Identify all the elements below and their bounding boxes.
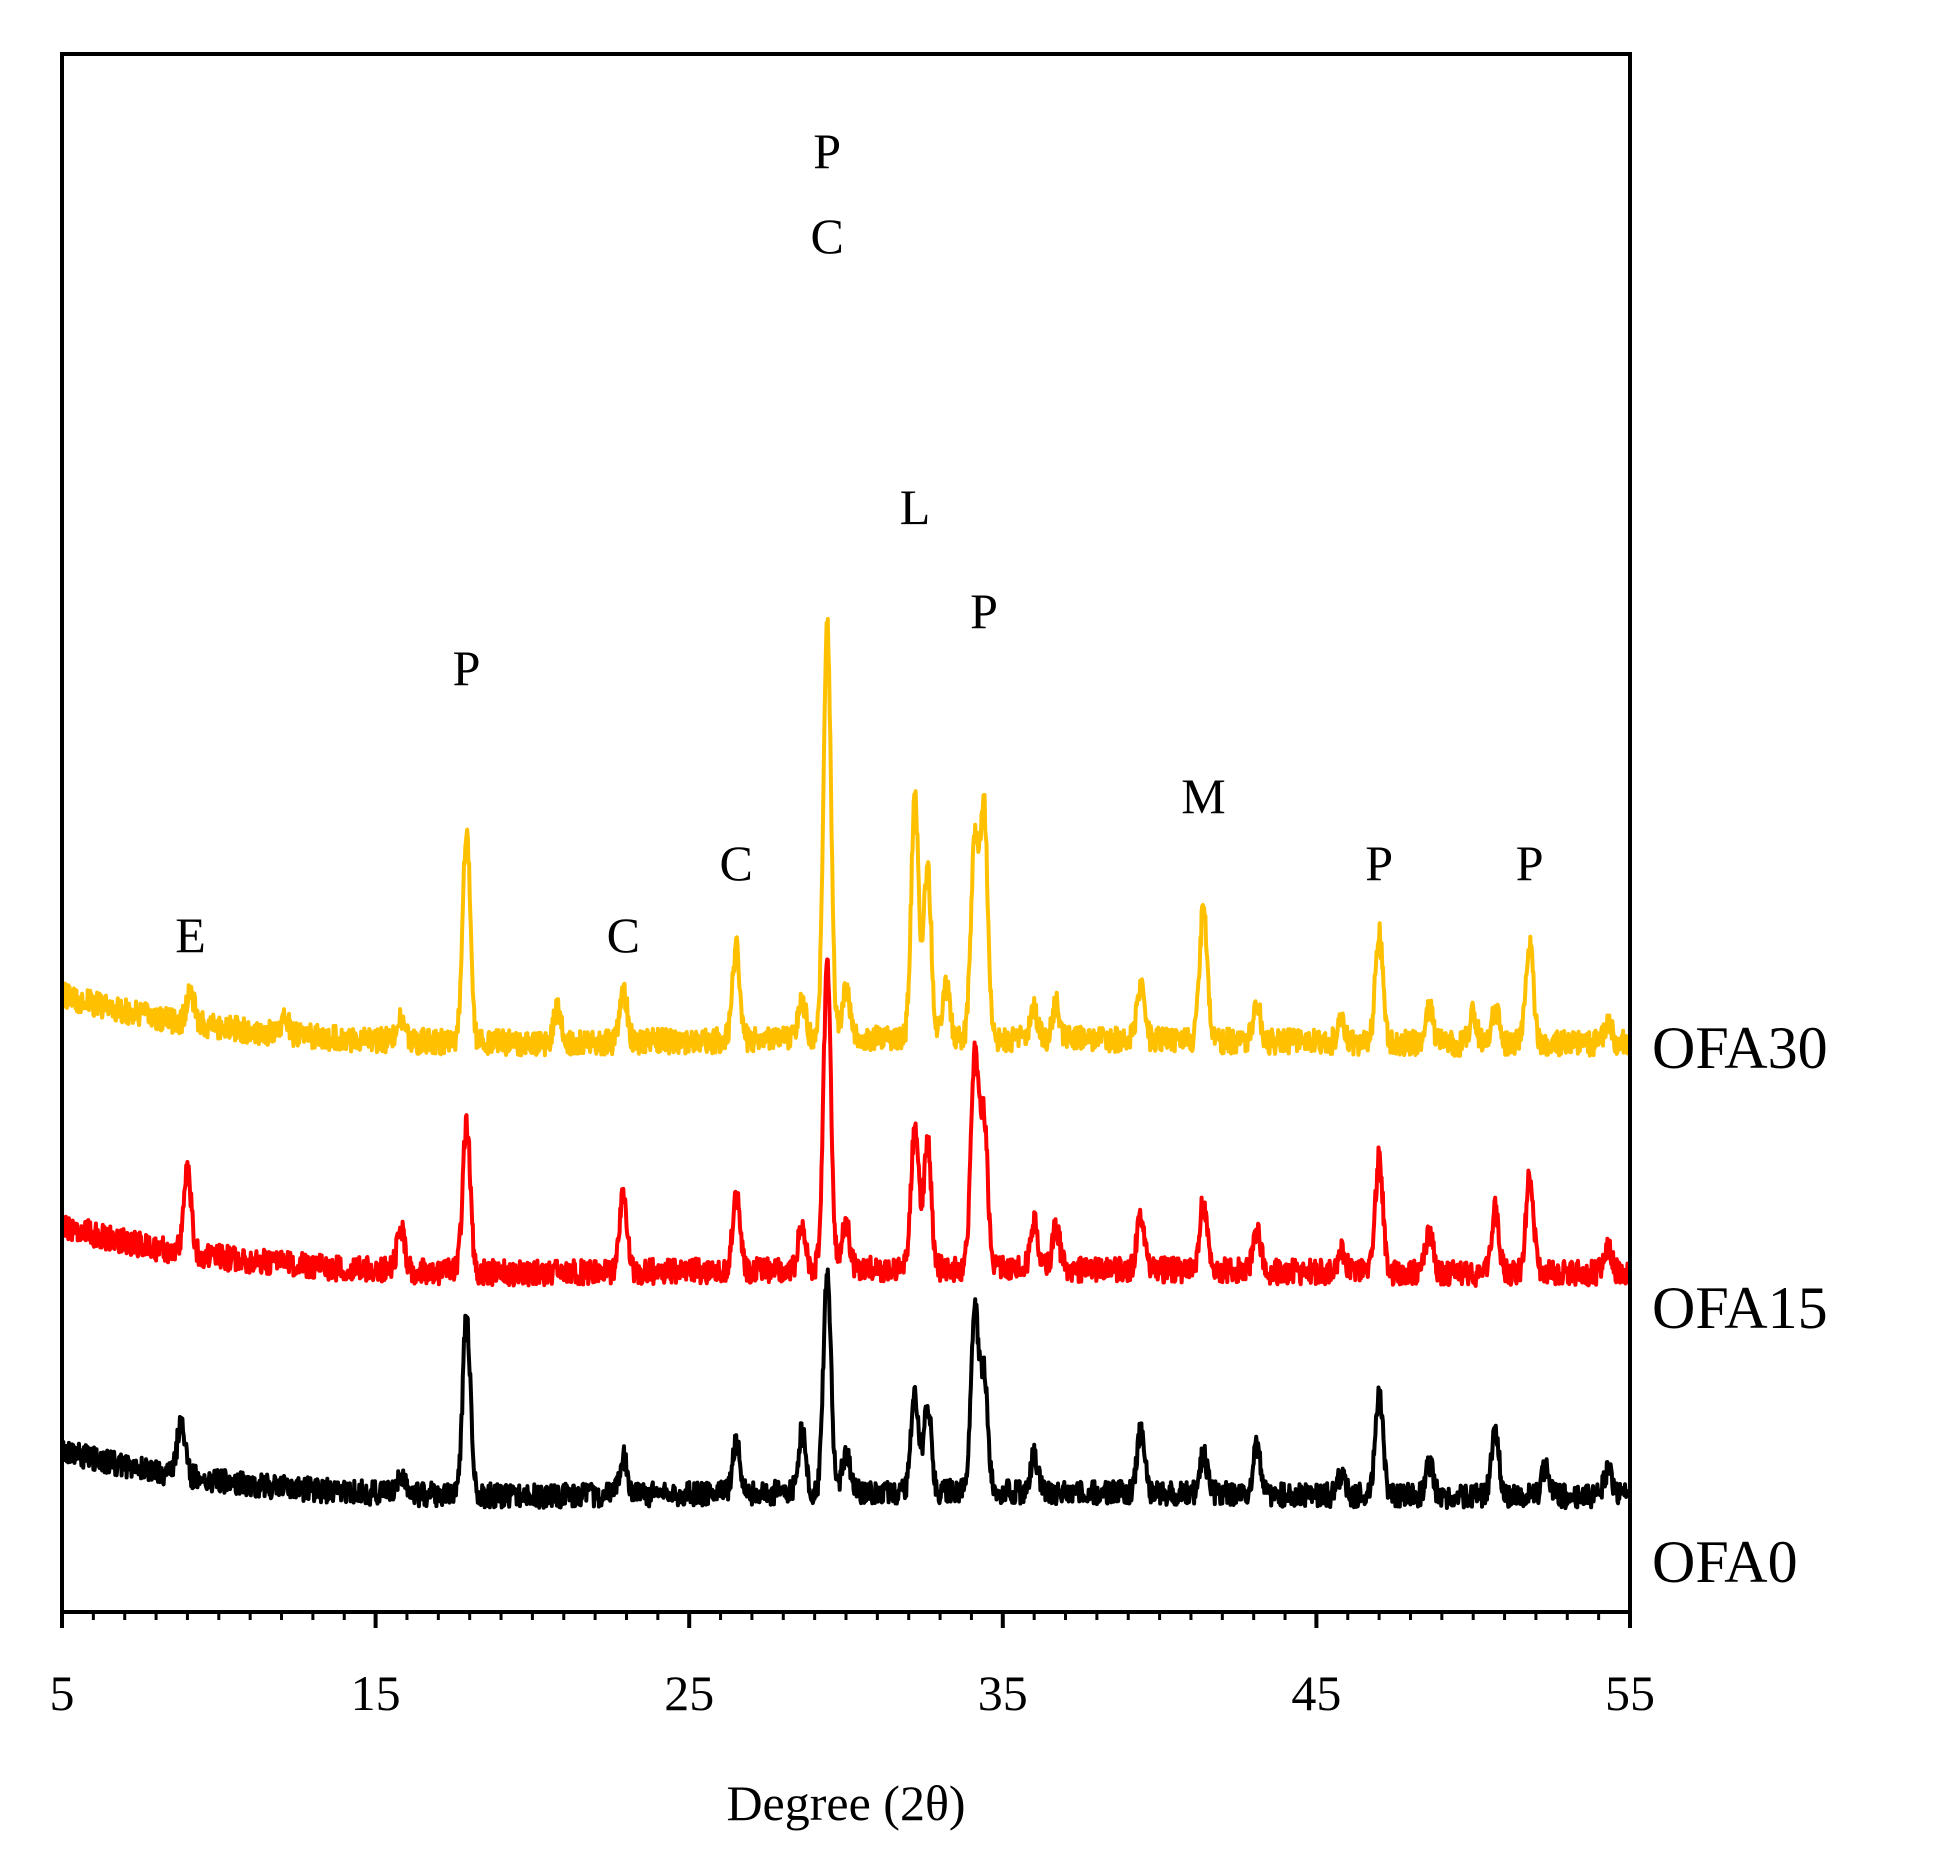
peak-annotation-p: P bbox=[453, 640, 481, 696]
x-axis-tick-labels: 5 15 25 35 45 55 bbox=[50, 1665, 1656, 1721]
series-label-ofa15: OFA15 bbox=[1652, 1275, 1828, 1341]
series-labels: OFA30 OFA15 OFA0 bbox=[1652, 1015, 1828, 1595]
series-line-ofa0 bbox=[60, 1267, 1632, 1511]
peak-annotation-e: E bbox=[175, 907, 206, 963]
x-tick-label-5: 5 bbox=[50, 1665, 75, 1721]
series-label-ofa0: OFA0 bbox=[1652, 1529, 1798, 1595]
x-tick-label-25: 25 bbox=[664, 1665, 714, 1721]
peak-annotation-p: P bbox=[813, 123, 841, 179]
peak-annotation-l: L bbox=[900, 479, 931, 535]
series-line-ofa15 bbox=[60, 957, 1632, 1288]
series-layer bbox=[60, 617, 1632, 1511]
x-tick-label-45: 45 bbox=[1291, 1665, 1341, 1721]
peak-annotation-p: P bbox=[1516, 835, 1544, 891]
x-tick-label-15: 15 bbox=[351, 1665, 401, 1721]
series-label-ofa30: OFA30 bbox=[1652, 1015, 1828, 1081]
x-axis-ticks bbox=[60, 1612, 1632, 1628]
x-tick-label-55: 55 bbox=[1605, 1665, 1655, 1721]
series-line-ofa30 bbox=[60, 617, 1632, 1058]
peak-annotation-c: C bbox=[811, 208, 844, 264]
peak-annotation-m: M bbox=[1181, 768, 1225, 824]
x-tick-label-35: 35 bbox=[978, 1665, 1028, 1721]
peak-annotation-p: P bbox=[1365, 835, 1393, 891]
x-axis-title: Degree (2θ) bbox=[726, 1775, 965, 1831]
peak-annotation-c: C bbox=[720, 835, 753, 891]
peak-annotation-p: P bbox=[970, 583, 998, 639]
peak-annotation-c: C bbox=[607, 907, 640, 963]
plot-frame bbox=[60, 52, 1632, 1614]
